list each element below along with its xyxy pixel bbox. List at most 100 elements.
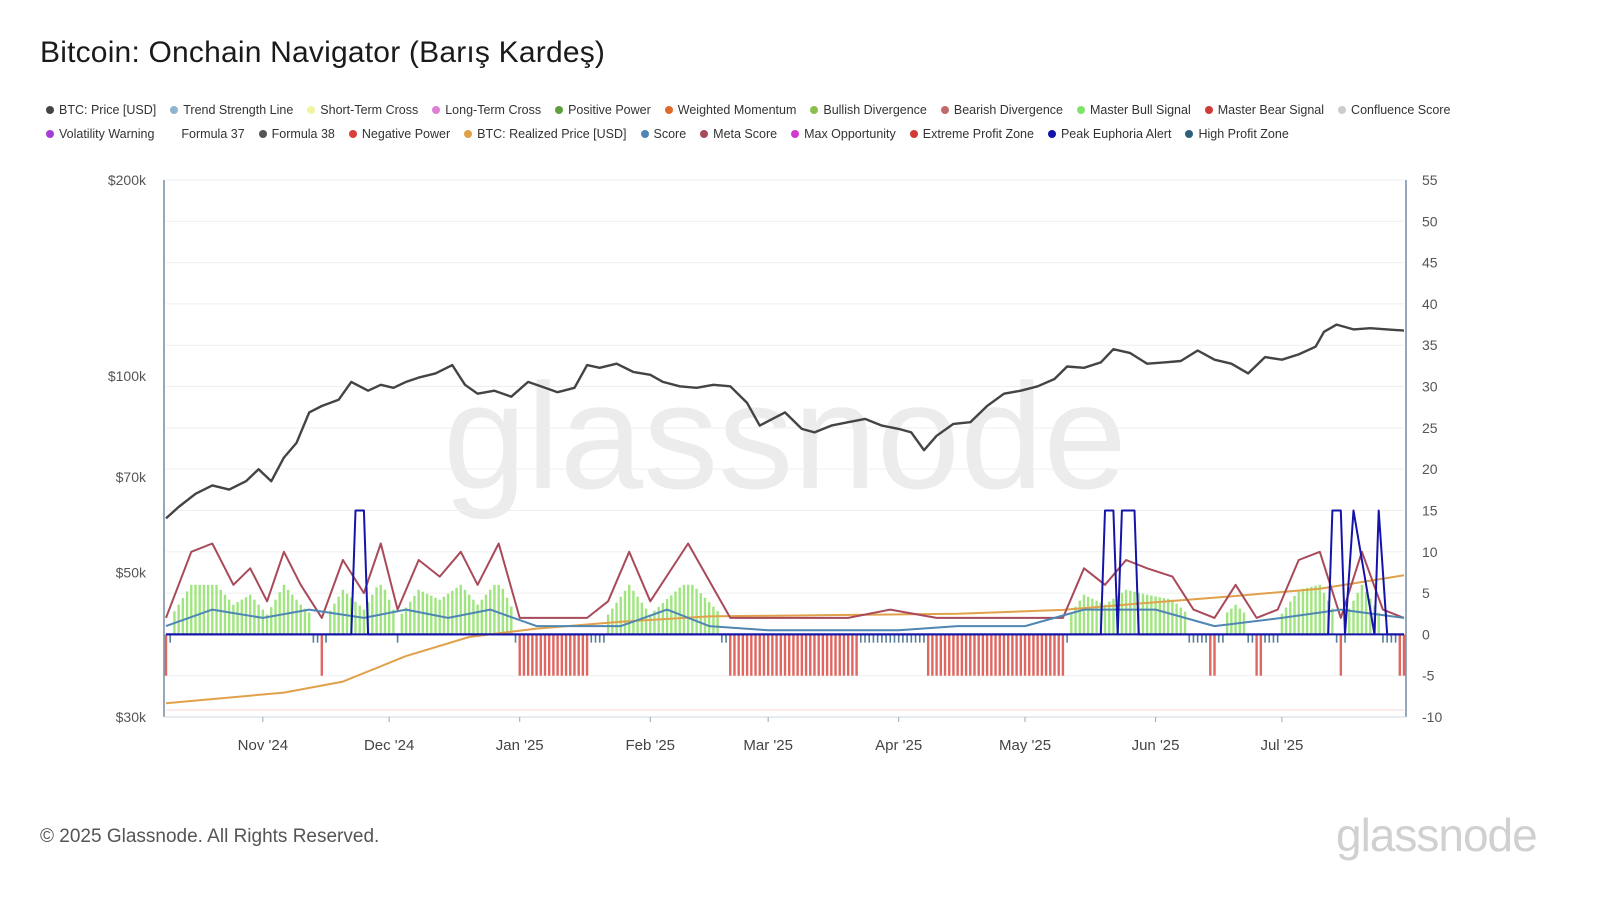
legend-item[interactable]: Short-Term Cross	[307, 103, 418, 117]
negative-power-bar	[1028, 634, 1031, 676]
legend-item[interactable]: High Profit Zone	[1185, 127, 1289, 141]
negative-power-bar	[851, 634, 854, 676]
high-profit-zone-bar	[1394, 634, 1397, 643]
legend-item[interactable]: Meta Score	[700, 127, 777, 141]
high-profit-zone-bar	[1217, 634, 1220, 643]
positive-power-bar	[1280, 613, 1284, 635]
legend-item[interactable]: Negative Power	[348, 127, 450, 141]
negative-power-bar	[1006, 634, 1010, 676]
positive-power-bar	[472, 599, 475, 635]
negative-power-bar	[813, 634, 816, 676]
legend-item[interactable]: Score	[640, 127, 686, 141]
positive-power-bar	[1095, 600, 1098, 635]
negative-power-bar	[788, 634, 791, 676]
negative-power-bar	[729, 634, 732, 676]
glassnode-logo[interactable]: glassnode	[1336, 809, 1538, 861]
positive-power-bar	[333, 603, 336, 635]
y-right-tick-label: 55	[1422, 172, 1438, 188]
negative-power-bar	[564, 634, 568, 676]
legend-item[interactable]: Max Opportunity	[791, 127, 896, 141]
y-left-tick-label: $200k	[108, 172, 147, 188]
legend-item[interactable]: Weighted Momentum	[664, 103, 796, 117]
negative-power-bar	[1032, 634, 1035, 676]
positive-power-bar	[632, 590, 635, 635]
negative-power-bar	[745, 634, 749, 676]
positive-power-bar	[1154, 596, 1157, 635]
positive-power-bar	[337, 596, 340, 635]
positive-power-bar	[510, 606, 513, 635]
negative-power-bar	[960, 634, 964, 676]
legend-dot-icon	[307, 106, 316, 114]
legend-label: Bearish Divergence	[953, 103, 1063, 117]
positive-power-bar	[303, 608, 307, 635]
high-profit-zone-bar	[1205, 634, 1207, 643]
legend-label: Long-Term Cross	[445, 103, 542, 117]
negative-power-bar	[1044, 634, 1048, 676]
high-profit-zone-bar	[590, 634, 593, 643]
negative-power-bar	[320, 634, 324, 676]
legend-item[interactable]: Formula 37	[168, 127, 244, 141]
negative-power-bar	[977, 634, 980, 676]
high-profit-zone-bar	[872, 634, 875, 643]
legend-item[interactable]: Master Bull Signal	[1076, 103, 1191, 117]
legend-label: Positive Power	[568, 103, 651, 117]
positive-power-bar	[341, 589, 345, 635]
legend-item[interactable]: BTC: Realized Price [USD]	[464, 127, 627, 141]
legend-label: Formula 38	[271, 127, 335, 141]
positive-power-bar	[455, 587, 458, 635]
negative-power-bar	[838, 634, 841, 676]
y-right-tick-label: -5	[1422, 668, 1435, 684]
positive-power-bar	[1305, 587, 1309, 635]
positive-power-bar	[307, 612, 311, 635]
legend-item[interactable]: Volatility Warning	[46, 127, 154, 141]
negative-power-bar	[531, 634, 534, 676]
negative-power-bar	[733, 634, 736, 676]
positive-power-bar	[1086, 596, 1090, 635]
negative-power-bar	[518, 634, 521, 676]
negative-power-bar	[1040, 634, 1044, 676]
high-profit-zone-bar	[1344, 634, 1346, 643]
legend-item[interactable]: Extreme Profit Zone	[909, 127, 1034, 141]
y-right-tick-label: 50	[1422, 213, 1438, 229]
legend-item[interactable]: Peak Euphoria Alert	[1047, 127, 1171, 141]
positive-power-bar	[383, 589, 387, 635]
negative-power-bar	[834, 634, 837, 676]
legend-item[interactable]: Bullish Divergence	[810, 103, 927, 117]
legend-item[interactable]: Master Bear Signal	[1204, 103, 1324, 117]
positive-power-bar	[219, 589, 222, 635]
legend-item[interactable]: Long-Term Cross	[432, 103, 541, 117]
y-right-tick-label: 40	[1422, 296, 1438, 312]
negative-power-bar	[750, 634, 753, 676]
positive-power-bar	[1310, 586, 1313, 635]
negative-power-bar	[825, 634, 829, 676]
legend-item[interactable]: BTC: Price [USD]	[46, 103, 156, 117]
high-profit-zone-bar	[325, 634, 327, 643]
legend-dot-icon	[1047, 130, 1056, 138]
positive-power-bar	[623, 590, 627, 635]
positive-power-bar	[392, 609, 395, 635]
legend-item[interactable]: Formula 38	[258, 127, 335, 141]
y-left-tick-label: $30k	[116, 709, 147, 725]
positive-power-bar	[1108, 601, 1111, 635]
legend-dot-icon	[1204, 106, 1213, 114]
negative-power-bar	[573, 634, 576, 676]
legend-item[interactable]: Trend Strength Line	[170, 103, 293, 117]
negative-power-bar	[547, 634, 551, 676]
legend-dot-icon	[1185, 130, 1194, 138]
positive-power-bar	[358, 605, 361, 635]
legend-dot-icon	[909, 130, 918, 138]
y-left-tick-label: $50k	[116, 564, 147, 580]
high-profit-zone-bar	[910, 634, 913, 643]
negative-power-bar	[543, 634, 547, 676]
negative-power-bar	[766, 634, 770, 676]
legend-item[interactable]: Bearish Divergence	[940, 103, 1063, 117]
positive-power-bar	[409, 601, 412, 635]
positive-power-bar	[371, 594, 374, 635]
legend-item[interactable]: Confluence Score	[1338, 103, 1450, 117]
high-profit-zone-bar	[1264, 634, 1266, 643]
positive-power-bar	[227, 599, 231, 635]
negative-power-bar	[771, 634, 774, 676]
legend-item[interactable]: Positive Power	[555, 103, 651, 117]
high-profit-zone-bar	[1196, 634, 1199, 643]
